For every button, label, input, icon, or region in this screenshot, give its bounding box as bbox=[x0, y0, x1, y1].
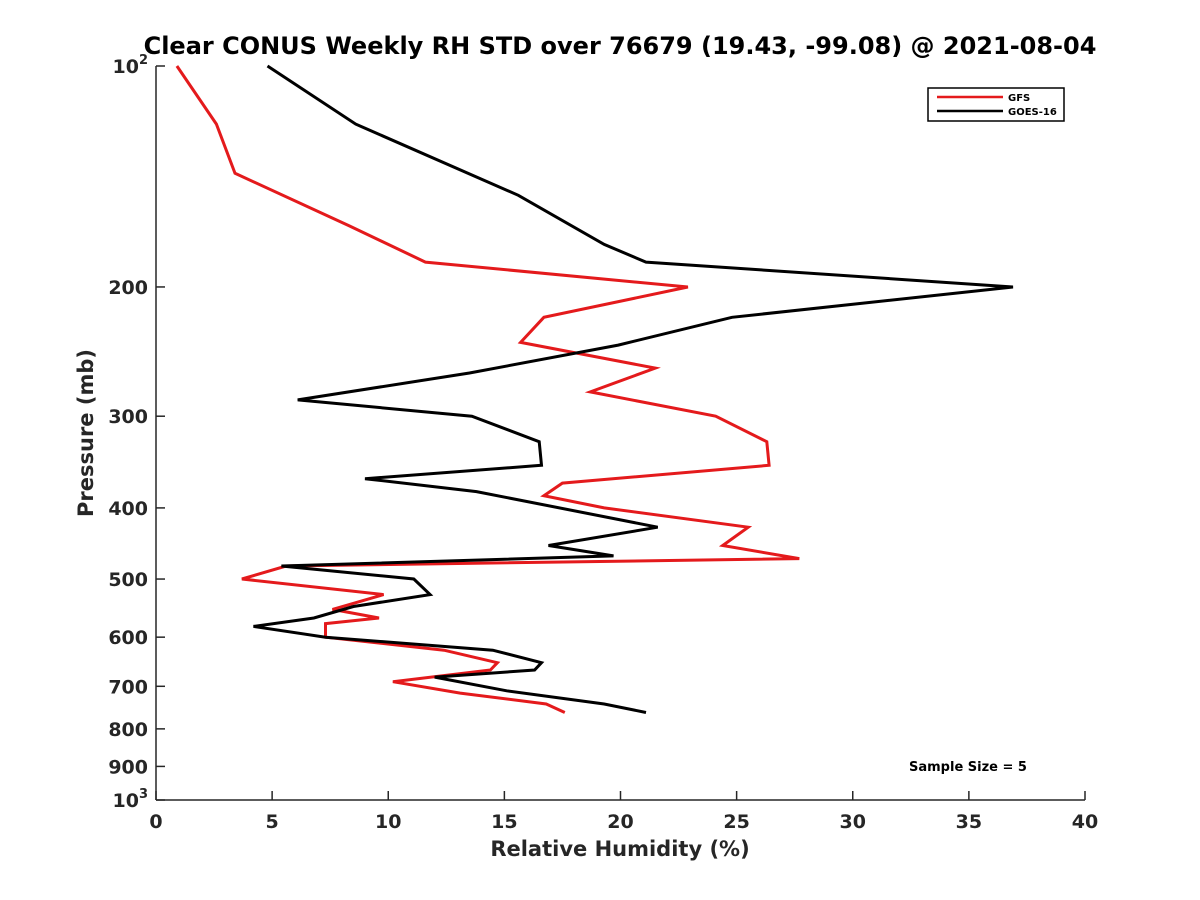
y-tick-label: 500 bbox=[108, 569, 148, 591]
x-tick-label: 0 bbox=[149, 811, 162, 833]
legend-label-gfs: GFS bbox=[1008, 93, 1030, 104]
y-tick-label: 200 bbox=[108, 277, 148, 299]
legend-box bbox=[927, 87, 1065, 122]
y-tick-label: 700 bbox=[108, 676, 148, 698]
legend-label-goes-16: GOES-16 bbox=[1008, 107, 1057, 118]
y-tick-label: 800 bbox=[108, 719, 148, 741]
x-axis-ticks: 0 5 10 15 20 25 30 35 40 bbox=[149, 791, 1098, 833]
series-line-gfs bbox=[175, 65, 800, 714]
x-tick-label: 15 bbox=[491, 811, 517, 833]
y-tick-label: 300 bbox=[108, 406, 148, 428]
y-tick-label: 400 bbox=[108, 498, 148, 520]
y-axis-label: Pressure (mb) bbox=[74, 349, 98, 517]
x-tick-label: 35 bbox=[956, 811, 982, 833]
series-layer bbox=[175, 64, 1014, 714]
x-tick-label: 25 bbox=[723, 811, 749, 833]
y-axis-ticks: 102 200 300 400 500 600 700 800 900 103 bbox=[108, 53, 165, 812]
x-tick-label: 5 bbox=[266, 811, 279, 833]
x-tick-label: 30 bbox=[840, 811, 866, 833]
y-tick-label: 103 bbox=[113, 787, 149, 812]
x-tick-label: 40 bbox=[1072, 811, 1098, 833]
x-tick-label: 20 bbox=[607, 811, 633, 833]
y-tick-label: 900 bbox=[108, 756, 148, 778]
chart-title: Clear CONUS Weekly RH STD over 76679 (19… bbox=[144, 32, 1097, 60]
series-line-goes-16 bbox=[253, 64, 1014, 714]
y-tick-label: 600 bbox=[108, 627, 148, 649]
sample-size-annotation: Sample Size = 5 bbox=[909, 760, 1027, 775]
x-tick-label: 10 bbox=[375, 811, 401, 833]
y-tick-label: 102 bbox=[113, 53, 149, 78]
x-axis-label: Relative Humidity (%) bbox=[490, 837, 749, 861]
legend: GFS GOES-16 bbox=[927, 87, 1065, 122]
